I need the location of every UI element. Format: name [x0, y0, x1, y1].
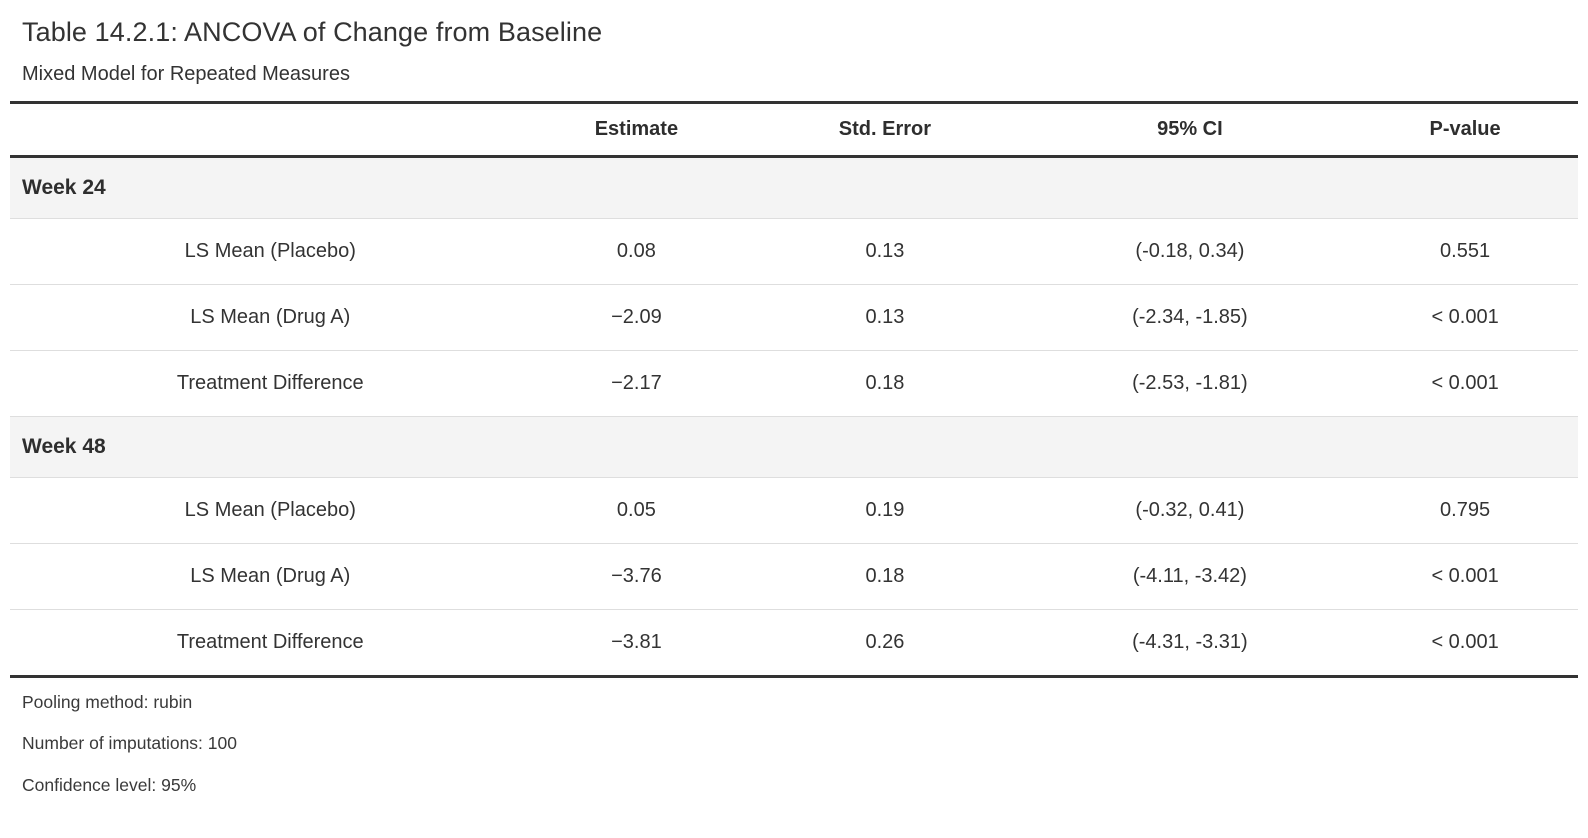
cell-p-value: < 0.001: [1431, 630, 1499, 653]
cell-p-value: < 0.001: [1431, 305, 1499, 328]
group-label: Week 48: [22, 434, 106, 458]
row-label: Treatment Difference: [176, 630, 364, 653]
column-header-stub: [10, 102, 531, 158]
table-footnotes: Pooling method: rubin Number of imputati…: [10, 678, 1578, 798]
column-header-row: Estimate Std. Error 95% CI P-value: [10, 102, 1578, 158]
cell-p-value: 0.795: [1440, 498, 1491, 521]
cell-std-error: 0.18: [865, 371, 905, 394]
cell-p-value: < 0.001: [1431, 564, 1499, 587]
column-header-std-error: Std. Error: [742, 102, 1028, 158]
table-row: LS Mean (Placebo) 0.05 0.19 (-0.32, 0.41…: [10, 477, 1578, 544]
cell-ci: (-0.18, 0.34): [1135, 239, 1245, 262]
column-header-ci: 95% CI: [1027, 102, 1353, 158]
table-row: LS Mean (Drug A) −2.09 0.13 (-2.34, -1.8…: [10, 284, 1578, 351]
report-page: Table 14.2.1: ANCOVA of Change from Base…: [10, 0, 1578, 798]
cell-std-error: 0.13: [865, 239, 905, 262]
cell-estimate: −2.09: [611, 305, 662, 328]
group-row-week-24: Week 24: [10, 156, 1578, 219]
cell-std-error: 0.26: [865, 630, 905, 653]
cell-estimate: −2.17: [611, 371, 662, 394]
row-label: LS Mean (Drug A): [190, 564, 351, 587]
cell-p-value: < 0.001: [1431, 371, 1499, 394]
cell-p-value: 0.551: [1440, 239, 1491, 262]
cell-std-error: 0.19: [865, 498, 905, 521]
cell-std-error: 0.18: [865, 564, 905, 587]
table-row: LS Mean (Placebo) 0.08 0.13 (-0.18, 0.34…: [10, 218, 1578, 285]
cell-estimate: 0.08: [616, 239, 656, 262]
cell-ci: (-4.31, -3.31): [1132, 630, 1248, 653]
footnote-confidence-level: Confidence level: 95%: [22, 774, 197, 795]
table-row: Treatment Difference −2.17 0.18 (-2.53, …: [10, 350, 1578, 417]
table-heading: Table 14.2.1: ANCOVA of Change from Base…: [10, 0, 1578, 101]
column-header-p-value: P-value: [1352, 102, 1578, 158]
cell-estimate: −3.76: [611, 564, 662, 587]
cell-estimate: 0.05: [616, 498, 656, 521]
group-row-week-48: Week 48: [10, 416, 1578, 478]
footnote-imputations: Number of imputations: 100: [22, 733, 237, 754]
table-subtitle: Mixed Model for Repeated Measures: [22, 62, 350, 85]
row-label: Treatment Difference: [176, 371, 364, 394]
row-label: LS Mean (Placebo): [184, 239, 356, 262]
column-header-estimate: Estimate: [530, 102, 743, 158]
footnote-pooling-method: Pooling method: rubin: [22, 691, 193, 712]
cell-std-error: 0.13: [865, 305, 905, 328]
table-row: LS Mean (Drug A) −3.76 0.18 (-4.11, -3.4…: [10, 543, 1578, 610]
cell-estimate: −3.81: [611, 630, 662, 653]
cell-ci: (-0.32, 0.41): [1135, 498, 1245, 521]
cell-ci: (-2.34, -1.85): [1132, 305, 1248, 328]
cell-ci: (-2.53, -1.81): [1132, 371, 1248, 394]
row-label: LS Mean (Drug A): [190, 305, 351, 328]
group-label: Week 24: [22, 175, 106, 199]
table-row: Treatment Difference −3.81 0.26 (-4.31, …: [10, 609, 1578, 677]
cell-ci: (-4.11, -3.42): [1132, 564, 1247, 587]
row-label: LS Mean (Placebo): [184, 498, 356, 521]
ancova-results-table: Estimate Std. Error 95% CI P-value Week …: [10, 100, 1578, 678]
table-title: Table 14.2.1: ANCOVA of Change from Base…: [22, 17, 603, 47]
